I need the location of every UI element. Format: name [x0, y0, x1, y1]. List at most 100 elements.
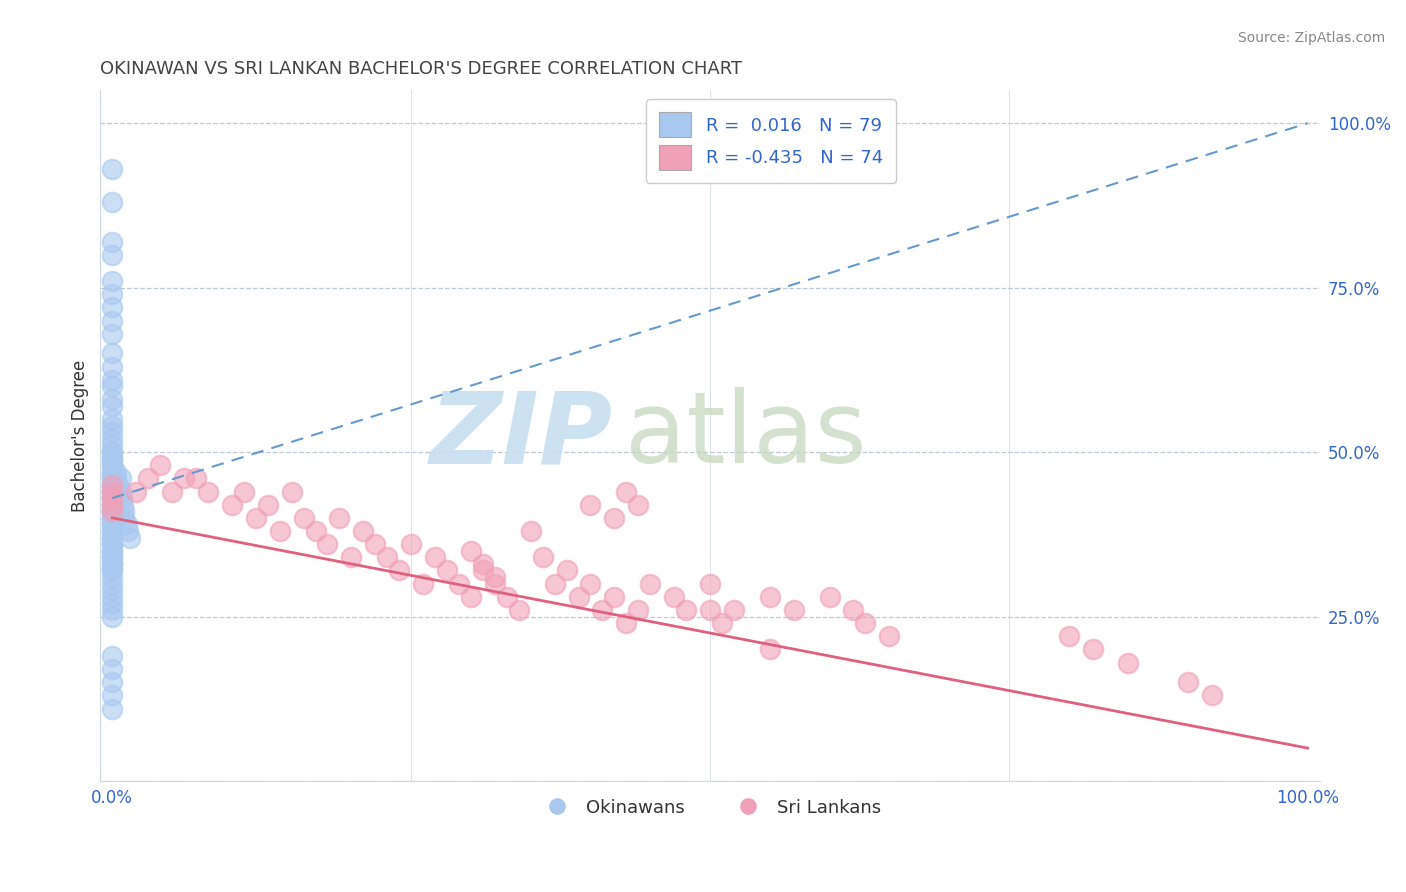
- Point: [543, 576, 565, 591]
- Point: [101, 564, 124, 578]
- Point: [101, 491, 124, 505]
- Point: [101, 557, 124, 571]
- Point: [1118, 656, 1140, 670]
- Point: [699, 603, 721, 617]
- Point: [101, 662, 124, 676]
- Point: [675, 603, 697, 617]
- Point: [758, 642, 780, 657]
- Point: [591, 603, 613, 617]
- Point: [101, 498, 124, 512]
- Point: [471, 564, 494, 578]
- Point: [101, 301, 124, 315]
- Point: [101, 603, 124, 617]
- Point: [101, 531, 124, 545]
- Point: [460, 590, 482, 604]
- Text: OKINAWAN VS SRI LANKAN BACHELOR'S DEGREE CORRELATION CHART: OKINAWAN VS SRI LANKAN BACHELOR'S DEGREE…: [100, 60, 742, 78]
- Point: [101, 511, 124, 525]
- Point: [101, 484, 124, 499]
- Point: [101, 596, 124, 610]
- Point: [399, 537, 422, 551]
- Point: [125, 484, 148, 499]
- Point: [555, 564, 578, 578]
- Point: [352, 524, 374, 538]
- Point: [101, 445, 124, 459]
- Point: [101, 498, 124, 512]
- Text: Source: ZipAtlas.com: Source: ZipAtlas.com: [1237, 31, 1385, 45]
- Point: [101, 543, 124, 558]
- Point: [101, 609, 124, 624]
- Point: [101, 550, 124, 565]
- Point: [101, 287, 124, 301]
- Point: [101, 451, 124, 466]
- Point: [436, 564, 458, 578]
- Point: [1057, 629, 1080, 643]
- Point: [412, 576, 434, 591]
- Point: [101, 550, 124, 565]
- Point: [603, 590, 626, 604]
- Point: [101, 517, 124, 532]
- Point: [221, 498, 243, 512]
- Point: [149, 458, 172, 473]
- Point: [101, 418, 124, 433]
- Point: [101, 524, 124, 538]
- Point: [101, 557, 124, 571]
- Point: [101, 543, 124, 558]
- Point: [101, 524, 124, 538]
- Point: [101, 504, 124, 518]
- Text: ZIP: ZIP: [429, 387, 613, 484]
- Point: [101, 451, 124, 466]
- Point: [531, 550, 554, 565]
- Point: [101, 471, 124, 485]
- Point: [101, 648, 124, 663]
- Point: [101, 195, 124, 210]
- Point: [101, 484, 124, 499]
- Point: [101, 392, 124, 407]
- Point: [107, 491, 129, 505]
- Point: [101, 511, 124, 525]
- Point: [1177, 675, 1199, 690]
- Point: [471, 557, 494, 571]
- Point: [579, 576, 602, 591]
- Point: [256, 498, 278, 512]
- Point: [101, 471, 124, 485]
- Point: [101, 432, 124, 446]
- Point: [758, 590, 780, 604]
- Point: [245, 511, 267, 525]
- Point: [614, 616, 637, 631]
- Point: [567, 590, 589, 604]
- Point: [101, 478, 124, 492]
- Point: [101, 373, 124, 387]
- Point: [101, 537, 124, 551]
- Point: [484, 570, 506, 584]
- Point: [484, 576, 506, 591]
- Point: [101, 531, 124, 545]
- Legend: Okinawans, Sri Lankans: Okinawans, Sri Lankans: [531, 791, 889, 824]
- Point: [232, 484, 254, 499]
- Point: [101, 590, 124, 604]
- Point: [101, 504, 124, 518]
- Point: [101, 313, 124, 327]
- Point: [101, 537, 124, 551]
- Point: [627, 603, 650, 617]
- Point: [197, 484, 219, 499]
- Point: [101, 491, 124, 505]
- Point: [184, 471, 207, 485]
- Point: [101, 498, 124, 512]
- Point: [783, 603, 806, 617]
- Point: [101, 438, 124, 452]
- Point: [879, 629, 901, 643]
- Point: [328, 511, 350, 525]
- Point: [603, 511, 626, 525]
- Point: [699, 576, 721, 591]
- Point: [101, 583, 124, 598]
- Point: [160, 484, 183, 499]
- Y-axis label: Bachelor's Degree: Bachelor's Degree: [72, 359, 89, 512]
- Point: [112, 504, 135, 518]
- Point: [101, 458, 124, 473]
- Point: [101, 379, 124, 393]
- Point: [495, 590, 517, 604]
- Point: [579, 498, 602, 512]
- Point: [662, 590, 685, 604]
- Point: [340, 550, 363, 565]
- Point: [280, 484, 302, 499]
